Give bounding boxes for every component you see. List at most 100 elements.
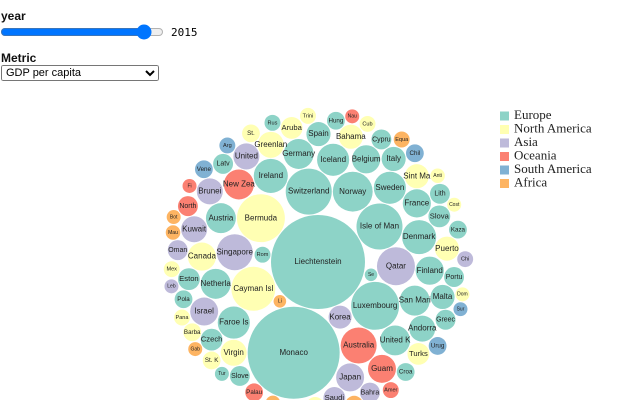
bubble-label: St.: [247, 130, 255, 137]
bubble: [229, 365, 250, 386]
bubble: [345, 109, 360, 124]
bubble: [367, 354, 396, 383]
bubble-label: Netherla: [201, 279, 232, 288]
legend-label: South America: [514, 161, 592, 176]
bubble-label: Greec: [436, 317, 455, 324]
bubble: [356, 203, 403, 250]
bubble: [236, 194, 285, 243]
bubble-label: United: [235, 152, 258, 161]
bubble-label: Norway: [339, 187, 366, 196]
bubble-label: Oman: [168, 247, 187, 254]
bubble-label: Amer: [384, 388, 397, 394]
bubble: [200, 328, 223, 351]
bubble-label: Canada: [188, 252, 217, 261]
bubble: [233, 143, 260, 170]
year-slider[interactable]: [0, 24, 164, 40]
bubble-label: Anti: [433, 173, 442, 179]
legend-swatch: [500, 179, 509, 188]
legend-label: Europe: [514, 107, 552, 122]
bubble: [338, 124, 363, 149]
bubble: [317, 143, 350, 176]
bubble-label: Malta: [433, 292, 453, 301]
bubble: [328, 305, 352, 329]
bubble-label: New Zea: [223, 180, 256, 189]
bubble: [332, 171, 373, 212]
bubble-label: Eston: [179, 274, 199, 283]
bubble-label: San Mari: [399, 296, 431, 305]
bubble-label: Bot: [170, 214, 178, 220]
bubble: [188, 342, 203, 357]
bubble-label: Vene: [197, 166, 212, 173]
bubble-label: Se: [368, 272, 374, 278]
bubble: [428, 205, 451, 228]
bubble-label: Luxembourg: [353, 301, 397, 310]
bubble-label: Hung: [328, 117, 343, 124]
bubble: [165, 225, 181, 240]
bubble-label: Croa: [399, 369, 413, 376]
bubble-label: Chil: [410, 150, 421, 157]
bubble-label: Sweden: [375, 183, 404, 192]
bubble: [190, 297, 219, 326]
bubble: [308, 397, 322, 400]
bubble: [449, 220, 467, 239]
bubble: [447, 197, 462, 212]
bubble: [396, 363, 415, 381]
legend-swatch: [500, 125, 509, 134]
bubble-label: Kuwait: [182, 224, 207, 233]
bubble-label: Austria: [208, 213, 233, 222]
bubble-label: Spain: [308, 129, 328, 138]
bubble-label: Palau: [246, 389, 262, 396]
bubble: [430, 284, 455, 309]
bubble-label: Slove: [231, 373, 249, 380]
bubble: [264, 114, 281, 131]
bubble-label: Ireland: [259, 171, 283, 180]
bubble: [382, 382, 399, 399]
bubble: [217, 306, 250, 339]
bubble: [178, 268, 200, 291]
year-value: 2015: [171, 26, 198, 39]
bubble-label: Dom: [457, 292, 468, 298]
bubble-label: Trini: [303, 113, 314, 119]
bubble: [167, 240, 188, 261]
bubble: [402, 220, 437, 255]
bubble-label: Equa: [395, 137, 409, 143]
year-label: year: [1, 9, 26, 23]
bubble-label: France: [404, 198, 429, 207]
bubble-label: Greenlan: [254, 140, 287, 149]
bubble: [336, 363, 365, 392]
bubble: [393, 131, 410, 148]
bubble: [407, 342, 430, 365]
bubble-label: Australia: [343, 341, 375, 350]
bubble: [220, 339, 247, 366]
bubble-label: Leb: [167, 284, 176, 290]
legend-label: Africa: [514, 174, 547, 189]
bubble-label: Israel: [194, 307, 214, 316]
bubble-label: Urug: [431, 343, 445, 350]
bubble-label: Mau: [168, 230, 178, 236]
bubble: [457, 251, 474, 268]
legend-label: Oceania: [514, 147, 557, 162]
bubble: [213, 153, 234, 174]
bubble: [231, 266, 276, 311]
bubble: [271, 215, 365, 309]
legend-swatch: [500, 152, 509, 161]
bubble: [402, 189, 431, 218]
bubble-label: Portu: [446, 274, 463, 281]
bubble-label: Singapore: [216, 247, 253, 256]
bubble-label: Bahra: [361, 389, 380, 396]
bubble: [219, 137, 236, 154]
bubble: [216, 234, 253, 271]
bubble: [177, 196, 198, 217]
bubble-label: Andorra: [408, 324, 437, 333]
bubble: [306, 122, 331, 147]
metric-select[interactable]: GDP per capita: [1, 65, 159, 81]
bubble-label: Finland: [417, 266, 443, 275]
bubble: [359, 115, 376, 132]
bubble: [166, 210, 181, 225]
bubble: [187, 242, 217, 271]
bubble: [254, 246, 271, 263]
bubble: [352, 145, 381, 174]
bubble-label: Cayman Isl: [233, 284, 273, 293]
bubble-label: Gab: [191, 346, 201, 352]
bubble: [242, 124, 260, 143]
